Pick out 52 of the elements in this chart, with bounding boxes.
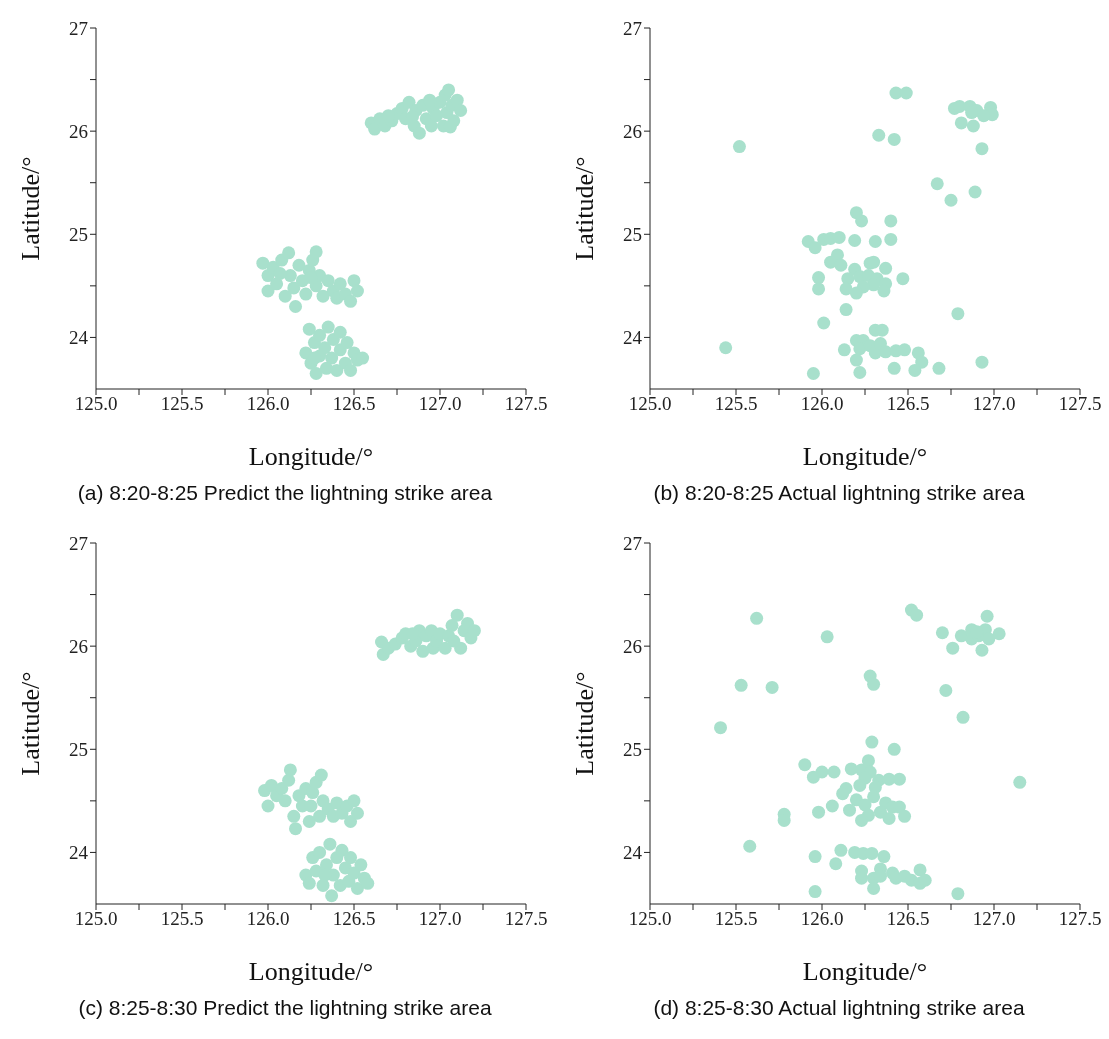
y-tick-label: 26 <box>69 635 88 657</box>
x-tick-label: 126.5 <box>886 393 930 415</box>
x-tick-label: 126.0 <box>246 393 290 415</box>
x-tick-label: 125.0 <box>74 393 118 415</box>
x-tick-label: 126.5 <box>332 908 376 930</box>
x-tick-label: 127.0 <box>972 393 1016 415</box>
text: (d) 8:25-8:30 Actual lightning strike area <box>653 996 1025 1020</box>
y-tick-label: 24 <box>69 842 89 864</box>
x-tick-label: 126.5 <box>332 393 376 415</box>
y-axis-title: Latitude/° <box>570 156 600 261</box>
y-tick-label: 25 <box>69 739 88 761</box>
text: (a) 8:20-8:25 Predict the lightning strike area <box>77 481 493 505</box>
y-tick-label: 24 <box>623 327 643 349</box>
x-tick-label: 127.5 <box>504 393 548 415</box>
x-tick-label: 125.0 <box>628 908 672 930</box>
y-tick-label: 24 <box>69 327 89 349</box>
y-tick-label: 26 <box>69 120 88 142</box>
y-tick-label: 27 <box>623 17 642 39</box>
y-tick-label: 24 <box>623 842 643 864</box>
x-tick-label: 127.5 <box>504 908 548 930</box>
x-tick-label: 127.0 <box>418 393 462 415</box>
x-tick-label: 125.5 <box>160 908 204 930</box>
y-tick-label: 25 <box>623 739 642 761</box>
y-tick-label: 26 <box>623 635 642 657</box>
text: (b) 8:20-8:25 Actual lightning strike area <box>653 481 1025 505</box>
x-axis-title: Longitude/° <box>802 442 928 471</box>
x-tick-label: 126.0 <box>800 393 844 415</box>
x-tick-label: 126.5 <box>886 908 930 930</box>
y-tick-label: 25 <box>623 224 642 246</box>
y-tick-label: 27 <box>69 17 88 39</box>
text: (c) 8:25-8:30 Predict the lightning strike area <box>78 996 492 1020</box>
y-axis-title: Latitude/° <box>16 156 46 261</box>
x-tick-label: 125.5 <box>714 393 758 415</box>
x-axis-title: Longitude/° <box>248 957 374 986</box>
y-axis-title: Latitude/° <box>570 671 600 776</box>
x-axis-title: Longitude/° <box>802 957 928 986</box>
x-tick-label: 126.0 <box>246 908 290 930</box>
y-tick-label: 26 <box>623 120 642 142</box>
x-tick-label: 125.5 <box>714 908 758 930</box>
x-tick-label: 127.5 <box>1058 393 1102 415</box>
x-tick-label: 125.5 <box>160 393 204 415</box>
x-tick-label: 127.0 <box>972 908 1016 930</box>
y-tick-label: 27 <box>623 532 642 554</box>
x-tick-label: 125.0 <box>628 393 672 415</box>
x-tick-label: 125.0 <box>74 908 118 930</box>
y-tick-label: 25 <box>69 224 88 246</box>
y-tick-label: 27 <box>69 532 88 554</box>
x-axis-title: Longitude/° <box>248 442 374 471</box>
x-tick-label: 127.5 <box>1058 908 1102 930</box>
x-tick-label: 126.0 <box>800 908 844 930</box>
y-axis-title: Latitude/° <box>16 671 46 776</box>
x-tick-label: 127.0 <box>418 908 462 930</box>
